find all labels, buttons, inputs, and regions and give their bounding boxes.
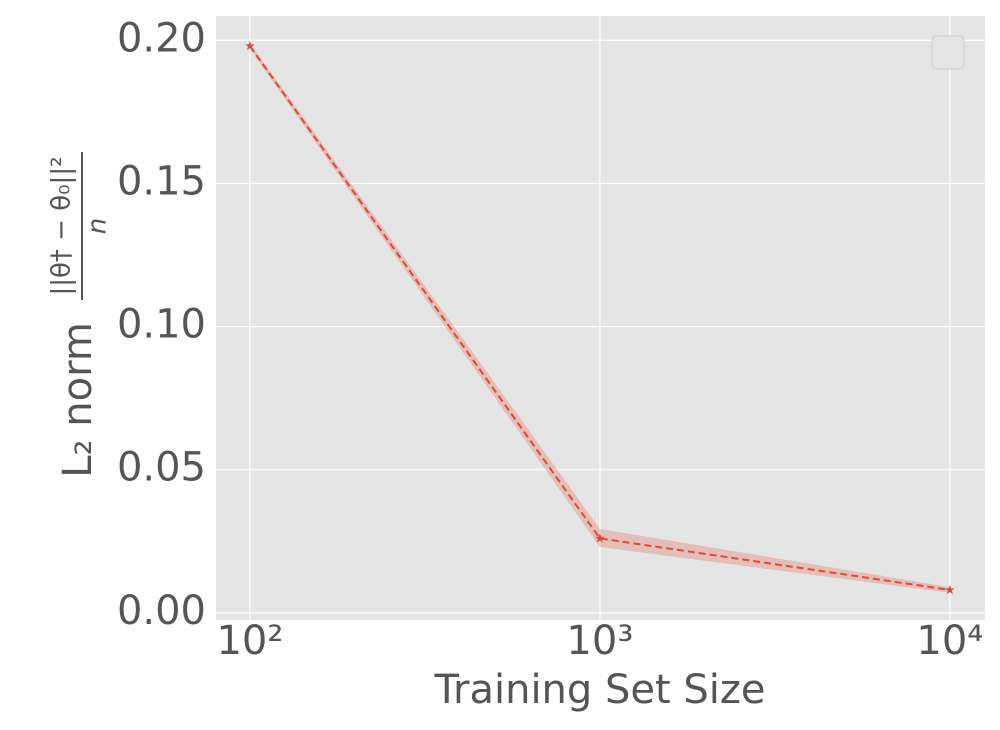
y-tick-label: 0.00 (117, 588, 206, 634)
line (249, 45, 951, 591)
plot-area (216, 16, 985, 620)
y-tick-label: 0.10 (117, 302, 206, 348)
y-label-main: L₂ norm (55, 322, 101, 478)
y-label-denominator: n (83, 218, 113, 234)
grid (216, 16, 985, 620)
marker (245, 41, 255, 51)
marker (945, 584, 955, 594)
x-tick-label: 10³ (566, 618, 633, 664)
y-tick-label: 0.20 (117, 15, 206, 61)
x-axis-label: Training Set Size (433, 667, 765, 713)
x-tick-label: 10⁴ (916, 618, 983, 664)
y-tick-label: 0.05 (117, 445, 206, 491)
legend-box (931, 35, 965, 70)
marks (245, 41, 955, 594)
y-tick-label: 0.15 (117, 158, 206, 204)
y-axis-label: L₂ norm ||θ† − θ₀||² n (47, 152, 113, 478)
y-label-numerator: ||θ† − θ₀||² (47, 156, 77, 295)
marker (595, 533, 605, 543)
x-tick-label: 10² (216, 618, 283, 664)
